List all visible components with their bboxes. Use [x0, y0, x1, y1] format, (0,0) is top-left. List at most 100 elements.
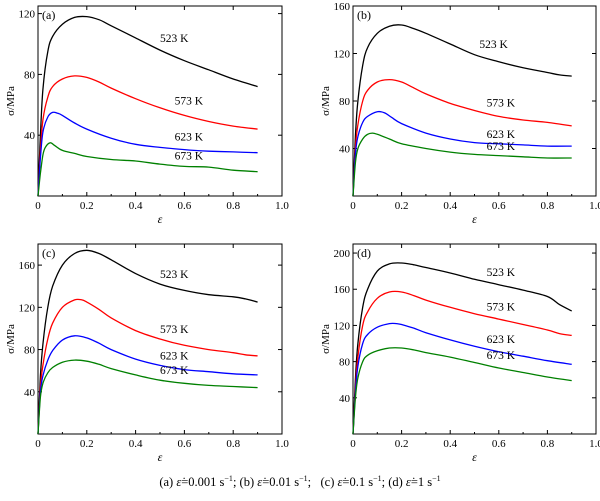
panel-b-xtick-label: 0 [350, 200, 356, 212]
panel-a-ytick-label: 40 [24, 130, 36, 142]
panel-b-label: (b) [357, 8, 371, 22]
panel-d-ytick-label: 160 [334, 284, 351, 296]
panel-b-series-line [352, 78, 572, 197]
panel-a-series-label: 573 K [175, 95, 204, 107]
panel-b-series-line [352, 24, 572, 197]
panel-a-series-line [37, 111, 258, 197]
panel-b-series-label: 623 K [487, 129, 516, 141]
panel-d-ytick-label: 200 [334, 248, 351, 260]
panel-d-xlabel: ε [472, 450, 477, 464]
figure-caption: (a) ε̇=0.001 s−1; (b) ε̇=0.01 s−1; (c) ε… [159, 474, 441, 490]
panel-c-series-line [37, 335, 258, 435]
caption-exponent-d: −1 [432, 474, 441, 483]
panel-b-series-line [352, 110, 572, 197]
panel-a-xtick-label: 0 [35, 200, 41, 212]
panel-c-label: (c) [42, 246, 55, 260]
caption-c-value: =0.1 s [342, 475, 374, 490]
panel-d-series-line [352, 290, 572, 435]
panel-c-xtick-label: 1.0 [275, 438, 289, 450]
panel-a-series-label: 523 K [160, 33, 189, 45]
caption-rate-symbol-d: ε̇ [405, 475, 411, 490]
panel-d-ylabel: σ/MPa [320, 324, 332, 354]
panel-c-ytick-label: 120 [19, 302, 36, 314]
panel-b-ytick-label: 160 [334, 1, 351, 13]
panel-d-series-line [352, 262, 573, 435]
panel-c-xtick-label: 0.6 [178, 438, 192, 450]
panel-c-series-line [37, 249, 258, 435]
caption-rate-symbol-b: ε̇ [257, 475, 263, 490]
panel-d-xtick-label: 0 [350, 438, 356, 450]
panel-a: 0 0.2 0.4 0.6 0.8 1.0 40 80 120 (a) ε σ/MPa 523 K 573… [5, 5, 289, 226]
panel-a-xtick-label: 0.4 [129, 200, 143, 212]
caption-exponent-c: −1 [373, 474, 382, 483]
panel-c-ytick-label: 40 [24, 387, 36, 399]
panel-d-series-label: 523 K [487, 267, 516, 279]
caption-a-value: =0.001 s [181, 475, 225, 490]
panel-d-series-line [352, 322, 572, 435]
panel-b-ytick-label: 120 [334, 49, 351, 61]
panel-b-frame [352, 5, 597, 197]
panel-d-ytick-label: 40 [339, 393, 351, 405]
panel-d-series-line [352, 347, 572, 435]
panel-a-series-label: 623 K [175, 132, 204, 144]
panel-b-xtick-label: 0.4 [443, 200, 457, 212]
panel-a-series-line [37, 15, 258, 197]
panel-d: 0 0.2 0.4 0.6 0.8 1.0 40 80 120 160 200 (d) ε σ/MPa 52… [320, 243, 600, 464]
panel-a-xlabel: ε [158, 212, 163, 226]
panel-c-xtick-label: 0.4 [129, 438, 143, 450]
caption-c-prefix: (c) [320, 475, 335, 490]
panel-d-xtick-label: 0.2 [395, 438, 409, 450]
panel-c-ytick-label: 80 [24, 345, 36, 357]
panel-b-ytick-label: 40 [339, 144, 351, 156]
panel-b-series-line [352, 132, 572, 197]
panel-b-xtick-label: 1.0 [589, 200, 600, 212]
panel-b-ytick-label: 80 [339, 96, 351, 108]
panel-d-series-label: 673 K [487, 350, 516, 362]
panel-b-xlabel: ε [472, 212, 477, 226]
panel-a-series-label: 673 K [175, 150, 204, 162]
panel-c-series-label: 673 K [160, 365, 189, 377]
panel-b-xtick-label: 0.2 [395, 200, 409, 212]
panel-c-xtick-label: 0.8 [226, 438, 240, 450]
panel-b-series-label: 673 K [487, 141, 516, 153]
panel-d-frame [352, 243, 597, 435]
panel-b: 0 0.2 0.4 0.6 0.8 1.0 40 80 120 160 (b) ε σ/MPa 523 K… [320, 1, 600, 226]
caption-b-value: =0.01 s [262, 475, 300, 490]
panel-a-xtick-label: 1.0 [275, 200, 289, 212]
panel-d-xtick-label: 1.0 [589, 438, 600, 450]
panel-a-series-line [37, 75, 258, 197]
panel-c: 0 0.2 0.4 0.6 0.8 1.0 40 80 120 160 (c) ε σ/MPa 523 K… [5, 243, 289, 464]
panel-b-xtick-label: 0.8 [541, 200, 555, 212]
panel-d-xtick-label: 0.4 [443, 438, 457, 450]
caption-b-prefix: (b) [239, 475, 255, 490]
panel-c-series-label: 523 K [160, 269, 189, 281]
panel-a-label: (a) [42, 8, 55, 22]
panel-c-series-line [37, 359, 258, 435]
caption-exponent-b: −1 [299, 474, 308, 483]
panel-c-series-label: 623 K [160, 350, 189, 362]
panel-a-ytick-label: 80 [24, 69, 36, 81]
panel-a-xtick-label: 0.8 [226, 200, 240, 212]
panel-d-series-label: 623 K [487, 334, 516, 346]
caption-exponent-a: −1 [224, 474, 233, 483]
panel-d-ytick-label: 120 [334, 320, 351, 332]
panel-d-label: (d) [357, 246, 371, 260]
panel-d-series-label: 573 K [487, 301, 516, 313]
panel-d-xtick-label: 0.6 [492, 438, 506, 450]
panel-c-series-label: 573 K [160, 324, 189, 336]
panel-b-series-label: 573 K [487, 97, 516, 109]
panel-c-xtick-label: 0 [35, 438, 41, 450]
panel-b-ylabel: σ/MPa [320, 86, 332, 116]
panel-c-series-line [37, 298, 258, 435]
caption-rate-symbol-a: ε̇ [176, 475, 182, 490]
caption-d-prefix: (d) [388, 475, 403, 490]
panel-d-ytick-label: 80 [339, 357, 351, 369]
panel-c-ylabel: σ/MPa [5, 324, 17, 354]
panel-c-xtick-label: 0.2 [80, 438, 94, 450]
panel-b-xtick-label: 0.6 [492, 200, 506, 212]
panel-a-ytick-label: 120 [19, 9, 36, 21]
panel-c-ytick-label: 160 [19, 260, 36, 272]
panel-b-series-label: 523 K [479, 39, 508, 51]
caption-a-prefix: (a) [159, 475, 174, 490]
